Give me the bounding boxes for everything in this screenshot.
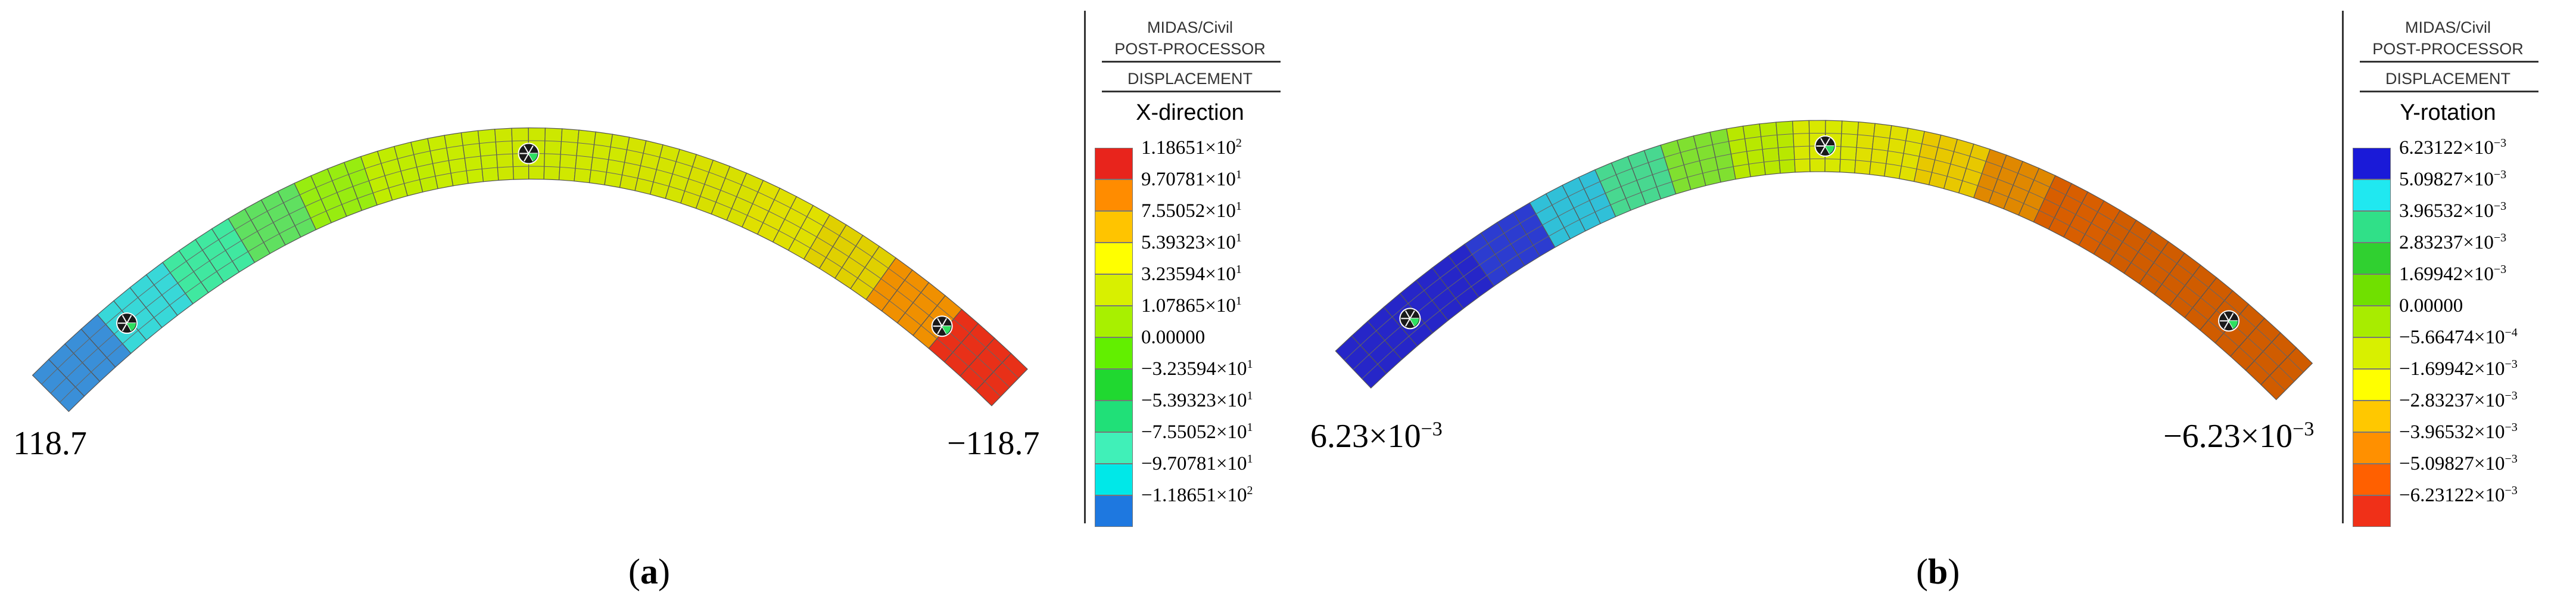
support-node-icon (518, 142, 540, 165)
legend-program: MIDAS/Civil (2404, 18, 2491, 36)
legend-swatch (2353, 306, 2391, 337)
legend-swatch (2353, 243, 2391, 274)
legend-swatch (2353, 464, 2391, 495)
legend-tick-label: 6.23122×10−3 (2399, 136, 2507, 159)
legend-rule (1102, 91, 1281, 92)
legend-swatch (2353, 369, 2391, 401)
legend-tick-label: 5.39323×101 (1141, 231, 1242, 253)
legend-result-type: DISPLACEMENT (1127, 70, 1253, 88)
legend-tick-label: 1.18651×102 (1141, 136, 1242, 159)
support-node-icon (116, 312, 138, 334)
legend-tick-label: 3.23594×101 (1141, 263, 1242, 285)
legend-swatch (1095, 369, 1133, 401)
legend-tick-label: −3.96532×10−3 (2399, 421, 2518, 443)
mesh-line (1344, 132, 2304, 373)
mesh-line (41, 140, 1019, 385)
legend-tick-label: 2.83237×10−3 (2399, 231, 2507, 253)
panel-caption: (b) (1916, 552, 1960, 591)
legend-swatch (1095, 148, 1133, 179)
legend-swatch (2353, 274, 2391, 306)
legend-tick-label: −5.66474×10−4 (2399, 326, 2518, 348)
legend-tick-label: −5.39323×101 (1141, 389, 1253, 411)
legend-component: X-direction (1136, 100, 1244, 125)
legend-swatch (1095, 432, 1133, 464)
panel-a: 118.7 −118.7 MIDAS/Civil POST-PROCESSOR … (13, 11, 1281, 591)
left-end-value-label: 6.23×10−3 (1310, 418, 1443, 455)
legend-tick-label: −1.69942×10−3 (2399, 358, 2518, 380)
legend-rule (2360, 91, 2538, 92)
legend-tick-label: −7.55052×101 (1141, 421, 1253, 443)
legend-divider (1084, 11, 1086, 523)
legend-tick-label: 1.07865×101 (1141, 294, 1242, 317)
legend-module: POST-PROCESSOR (2372, 40, 2524, 58)
arch-contour-x-direction (32, 127, 1028, 412)
legend-tick-label: 5.09827×10−3 (2399, 168, 2507, 190)
legend-swatch (2353, 337, 2391, 369)
legend-tick-label: −9.70781×101 (1141, 452, 1253, 474)
legend-tick-label: 7.55052×101 (1141, 200, 1242, 222)
legend-tick-label: 0.00000 (2399, 295, 2463, 317)
legend-swatch (1095, 495, 1133, 527)
legend-swatch (2353, 432, 2391, 464)
legend-tick-label: 0.00000 (1141, 327, 1206, 348)
legend-tick-label: −5.09827×10−3 (2399, 452, 2518, 474)
legend-swatch (1095, 464, 1133, 495)
legend-tick-label: 1.69942×10−3 (2399, 263, 2507, 285)
legend-rule (1102, 61, 1281, 63)
legend-rule (2360, 61, 2538, 63)
support-node-icon (931, 315, 953, 337)
legend-swatch (1095, 243, 1133, 274)
legend-tick-label: −1.18651×102 (1141, 484, 1253, 506)
legend-swatch (1095, 211, 1133, 243)
legend-swatch (1095, 306, 1133, 337)
legend-swatch (2353, 211, 2391, 243)
legend-tick-label: 3.96532×10−3 (2399, 200, 2507, 222)
legend-swatch (2353, 495, 2391, 527)
legend-tick-label: −6.23122×10−3 (2399, 484, 2518, 506)
legend-tick-label: 9.70781×101 (1141, 168, 1242, 190)
legend-swatch (1095, 401, 1133, 432)
panel-b: 6.23×10−3 −6.23×10−3 MIDAS/Civil POST-PR… (1288, 0, 2576, 605)
legend-tick-label: −3.23594×101 (1141, 358, 1253, 380)
support-node-icon (1814, 135, 1836, 157)
legend-tick-label: −2.83237×10−3 (2399, 389, 2518, 411)
mesh-line (59, 166, 1001, 403)
legend-swatch (1095, 337, 1133, 369)
support-node-icon (1399, 308, 1421, 330)
legend-program: MIDAS/Civil (1147, 18, 1233, 36)
legend-swatch (1095, 274, 1133, 306)
legend-swatch (1095, 179, 1133, 211)
legend-module: POST-PROCESSOR (1114, 40, 1266, 58)
legend-component: Y-rotation (2400, 100, 2496, 125)
legend-swatch (2353, 179, 2391, 211)
left-end-value-label: 118.7 (13, 425, 87, 462)
legend-swatch (2353, 401, 2391, 432)
support-node-icon (2218, 310, 2240, 332)
panel-caption: (a) (628, 552, 670, 591)
legend-swatch (2353, 148, 2391, 179)
right-end-value-label: −118.7 (947, 425, 1040, 462)
legend-divider (2342, 11, 2344, 523)
arch-contour-y-rotation (1335, 120, 2313, 401)
legend-result-type: DISPLACEMENT (2385, 70, 2511, 88)
mesh-line (1362, 158, 2286, 391)
right-end-value-label: −6.23×10−3 (2163, 418, 2315, 455)
